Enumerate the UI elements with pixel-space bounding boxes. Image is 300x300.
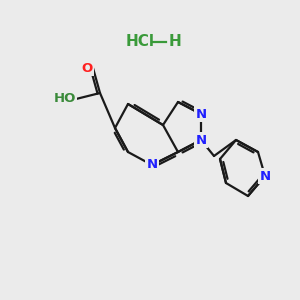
- Text: HO: HO: [54, 92, 76, 106]
- Text: N: N: [195, 134, 207, 146]
- Text: N: N: [146, 158, 158, 172]
- Text: N: N: [260, 169, 271, 182]
- Text: O: O: [82, 61, 93, 74]
- Text: HCl: HCl: [125, 34, 154, 50]
- Text: H: H: [169, 34, 182, 50]
- Text: N: N: [195, 107, 207, 121]
